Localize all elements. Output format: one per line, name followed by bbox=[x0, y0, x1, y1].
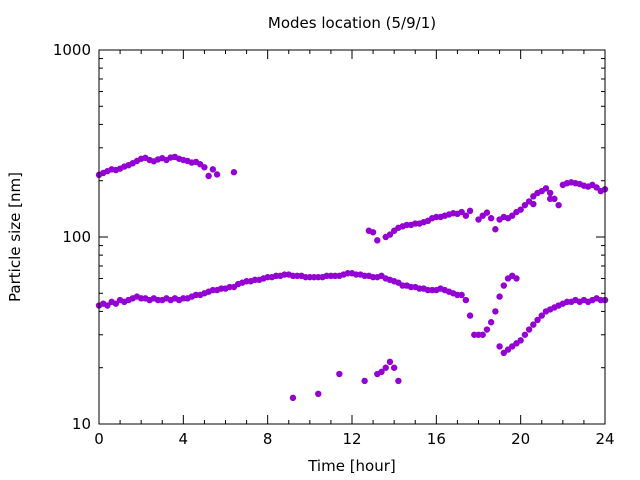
y-axis-label: Particle size [nm] bbox=[6, 172, 24, 302]
data-point bbox=[483, 209, 491, 216]
x-tick-label: 4 bbox=[179, 430, 189, 448]
data-point bbox=[386, 358, 394, 366]
x-tick-label: 8 bbox=[263, 430, 273, 448]
data-point bbox=[458, 208, 465, 216]
data-point bbox=[315, 390, 322, 398]
data-point bbox=[546, 195, 554, 203]
chart-title: Modes location (5/9/1) bbox=[268, 14, 436, 32]
data-point bbox=[289, 394, 297, 402]
data-point bbox=[361, 377, 368, 385]
data-point bbox=[487, 319, 495, 326]
data-point bbox=[378, 368, 385, 376]
data-point bbox=[475, 216, 482, 223]
data-point bbox=[517, 206, 524, 213]
data-point bbox=[209, 166, 217, 173]
y-tick-label: 100 bbox=[62, 228, 91, 246]
data-point bbox=[462, 212, 470, 219]
axis-ticks: 0 4 8 12 16 20 24 10 100 1000 bbox=[53, 41, 615, 448]
data-point bbox=[382, 364, 389, 371]
data-point bbox=[466, 207, 474, 215]
x-tick-label: 12 bbox=[342, 430, 361, 448]
x-tick-label: 0 bbox=[94, 430, 104, 448]
data-point bbox=[492, 308, 499, 315]
data-point bbox=[546, 189, 554, 197]
data-point bbox=[542, 185, 550, 192]
data-point bbox=[521, 201, 529, 209]
y-tick-label: 10 bbox=[72, 415, 91, 433]
data-point bbox=[487, 215, 495, 222]
data-point bbox=[530, 321, 537, 328]
data-point bbox=[513, 275, 520, 282]
data-point bbox=[496, 293, 503, 300]
data-point bbox=[390, 364, 398, 371]
data-point bbox=[538, 312, 545, 319]
x-tick-label: 20 bbox=[511, 430, 530, 448]
data-point bbox=[525, 326, 533, 333]
data-point bbox=[479, 331, 486, 338]
data-point bbox=[201, 164, 208, 171]
data-point bbox=[104, 302, 111, 309]
data-point bbox=[521, 331, 529, 338]
data-point bbox=[517, 337, 524, 344]
data-points bbox=[95, 153, 609, 402]
data-point bbox=[530, 200, 537, 208]
data-point bbox=[462, 296, 470, 304]
data-point bbox=[395, 377, 402, 385]
data-point bbox=[509, 212, 516, 219]
x-axis-label: Time [hour] bbox=[307, 457, 396, 475]
data-point bbox=[374, 237, 381, 244]
data-point bbox=[230, 169, 238, 176]
data-point bbox=[500, 282, 507, 289]
data-point bbox=[458, 291, 465, 299]
data-point bbox=[593, 184, 600, 191]
data-point bbox=[112, 300, 120, 307]
data-point bbox=[534, 316, 541, 324]
data-point bbox=[369, 229, 377, 236]
data-point bbox=[386, 231, 394, 238]
data-point bbox=[555, 201, 562, 209]
y-tick-label: 1000 bbox=[53, 41, 91, 59]
x-tick-label: 16 bbox=[427, 430, 446, 448]
data-point bbox=[496, 343, 503, 350]
data-point bbox=[492, 226, 499, 233]
data-point bbox=[466, 312, 474, 319]
data-point bbox=[205, 172, 212, 180]
x-tick-label: 24 bbox=[595, 430, 614, 448]
plot-frame bbox=[98, 49, 606, 425]
data-point bbox=[213, 171, 221, 178]
data-point bbox=[336, 370, 343, 378]
data-point bbox=[483, 326, 491, 333]
